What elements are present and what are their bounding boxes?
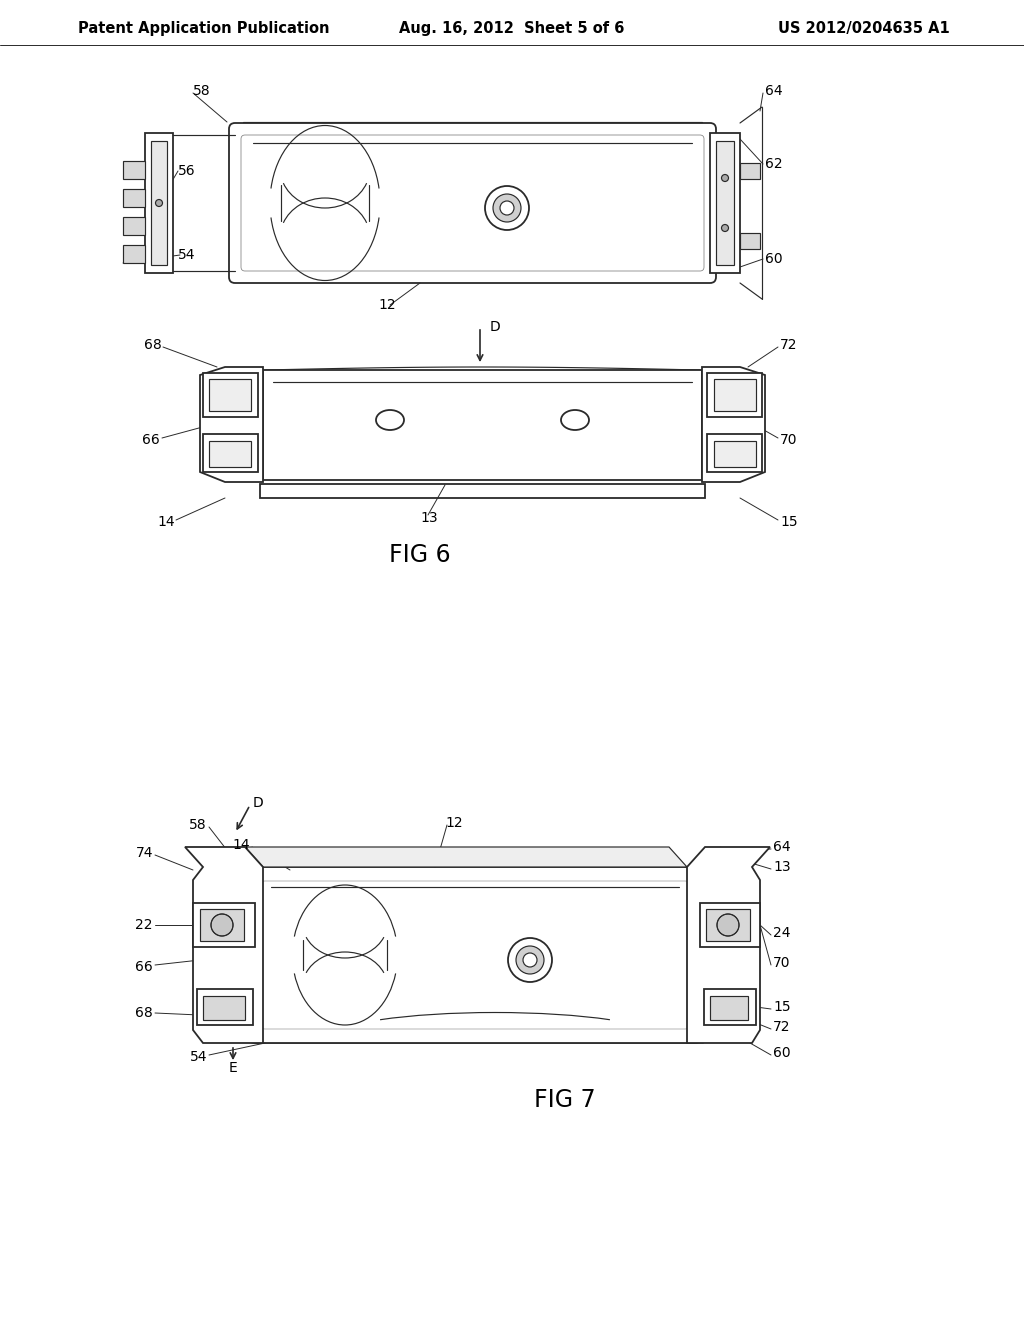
Ellipse shape <box>561 411 589 430</box>
FancyBboxPatch shape <box>229 123 716 282</box>
Bar <box>260 484 705 498</box>
Text: 12: 12 <box>378 298 395 312</box>
Bar <box>706 909 750 941</box>
Text: 13: 13 <box>420 511 437 525</box>
Polygon shape <box>245 847 687 867</box>
Bar <box>123 216 145 235</box>
Text: 64: 64 <box>773 840 791 854</box>
Bar <box>123 189 145 207</box>
Bar <box>707 374 762 417</box>
Bar <box>740 162 760 180</box>
Bar <box>714 441 756 467</box>
Text: 58: 58 <box>193 84 211 98</box>
Text: 60: 60 <box>773 1045 791 1060</box>
Text: D: D <box>490 319 501 334</box>
Text: 15: 15 <box>773 1001 791 1014</box>
Polygon shape <box>687 847 770 1043</box>
Text: FIG 7: FIG 7 <box>535 1088 596 1111</box>
Text: Patent Application Publication: Patent Application Publication <box>78 21 330 36</box>
Bar <box>123 246 145 263</box>
Bar <box>714 379 756 411</box>
Text: 70: 70 <box>773 956 791 970</box>
Text: 66: 66 <box>135 960 153 974</box>
Circle shape <box>523 953 537 968</box>
Text: 22: 22 <box>135 917 153 932</box>
Polygon shape <box>703 847 721 1043</box>
Text: 14: 14 <box>232 838 250 851</box>
Bar <box>707 434 762 473</box>
Bar <box>710 133 740 273</box>
Bar <box>263 370 702 480</box>
Polygon shape <box>263 1023 721 1043</box>
Bar <box>705 989 756 1026</box>
Circle shape <box>516 946 544 974</box>
FancyBboxPatch shape <box>247 867 703 1043</box>
Circle shape <box>500 201 514 215</box>
Text: 64: 64 <box>765 84 782 98</box>
Text: 56: 56 <box>178 164 196 178</box>
Bar <box>203 434 258 473</box>
Text: 74: 74 <box>135 846 153 861</box>
Text: 60: 60 <box>765 252 782 267</box>
Bar <box>740 234 760 249</box>
Text: 58: 58 <box>189 818 207 832</box>
Text: 72: 72 <box>780 338 798 352</box>
Bar <box>151 141 167 265</box>
Bar <box>145 133 173 273</box>
Circle shape <box>722 224 728 231</box>
Polygon shape <box>185 847 263 1043</box>
Polygon shape <box>702 367 765 482</box>
Text: 70: 70 <box>780 433 798 447</box>
Text: 54: 54 <box>189 1049 207 1064</box>
Polygon shape <box>200 367 263 482</box>
Text: D: D <box>253 796 264 810</box>
Text: 24: 24 <box>773 927 791 940</box>
Bar <box>123 161 145 180</box>
Circle shape <box>156 199 163 206</box>
Bar <box>200 909 244 941</box>
Text: 68: 68 <box>144 338 162 352</box>
Ellipse shape <box>376 411 404 430</box>
Text: 15: 15 <box>780 515 798 529</box>
Bar <box>203 997 245 1020</box>
Circle shape <box>508 939 552 982</box>
Bar <box>710 997 748 1020</box>
Text: US 2012/0204635 A1: US 2012/0204635 A1 <box>778 21 950 36</box>
Text: 14: 14 <box>158 515 175 529</box>
Text: 62: 62 <box>765 157 782 172</box>
Circle shape <box>493 194 521 222</box>
Bar <box>716 141 734 265</box>
Circle shape <box>485 186 529 230</box>
Bar <box>700 903 760 946</box>
Circle shape <box>211 913 233 936</box>
Text: E: E <box>228 1061 238 1074</box>
Text: 72: 72 <box>773 1020 791 1034</box>
Bar <box>193 903 255 946</box>
Text: 66: 66 <box>142 433 160 447</box>
Bar <box>209 441 251 467</box>
Text: 54: 54 <box>178 248 196 261</box>
Circle shape <box>722 174 728 181</box>
Text: FIG 6: FIG 6 <box>389 543 451 568</box>
Bar <box>197 989 253 1026</box>
Text: 68: 68 <box>135 1006 153 1020</box>
Bar <box>209 379 251 411</box>
Text: Aug. 16, 2012  Sheet 5 of 6: Aug. 16, 2012 Sheet 5 of 6 <box>399 21 625 36</box>
Text: 12: 12 <box>445 816 463 830</box>
Bar <box>203 374 258 417</box>
Circle shape <box>717 913 739 936</box>
Text: 13: 13 <box>773 861 791 874</box>
